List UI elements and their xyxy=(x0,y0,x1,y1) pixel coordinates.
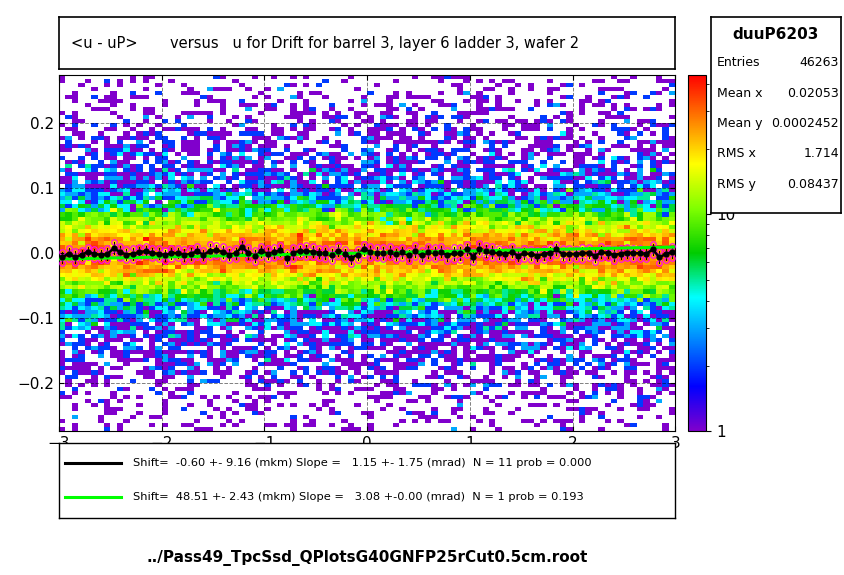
Text: Mean y: Mean y xyxy=(717,117,763,130)
Text: <u - uP>       versus   u for Drift for barrel 3, layer 6 ladder 3, wafer 2: <u - uP> versus u for Drift for barrel 3… xyxy=(72,36,580,51)
Text: 0.02053: 0.02053 xyxy=(787,87,839,99)
Text: 46263: 46263 xyxy=(799,56,839,70)
Text: duuP6203: duuP6203 xyxy=(733,27,820,42)
Text: Shift=  -0.60 +- 9.16 (mkm) Slope =   1.15 +- 1.75 (mrad)  N = 11 prob = 0.000: Shift= -0.60 +- 9.16 (mkm) Slope = 1.15 … xyxy=(133,458,592,468)
Text: 0.08437: 0.08437 xyxy=(787,178,839,190)
Text: ../Pass49_TpcSsd_QPlotsG40GNFP25rCut0.5cm.root: ../Pass49_TpcSsd_QPlotsG40GNFP25rCut0.5c… xyxy=(147,550,587,566)
Text: RMS y: RMS y xyxy=(717,178,756,190)
Text: Entries: Entries xyxy=(717,56,760,70)
Text: Shift=  48.51 +- 2.43 (mkm) Slope =   3.08 +-0.00 (mrad)  N = 1 prob = 0.193: Shift= 48.51 +- 2.43 (mkm) Slope = 3.08 … xyxy=(133,492,584,503)
Text: RMS x: RMS x xyxy=(717,147,756,160)
Text: 1.714: 1.714 xyxy=(803,147,839,160)
Text: Mean x: Mean x xyxy=(717,87,763,99)
Text: 0.0002452: 0.0002452 xyxy=(771,117,839,130)
